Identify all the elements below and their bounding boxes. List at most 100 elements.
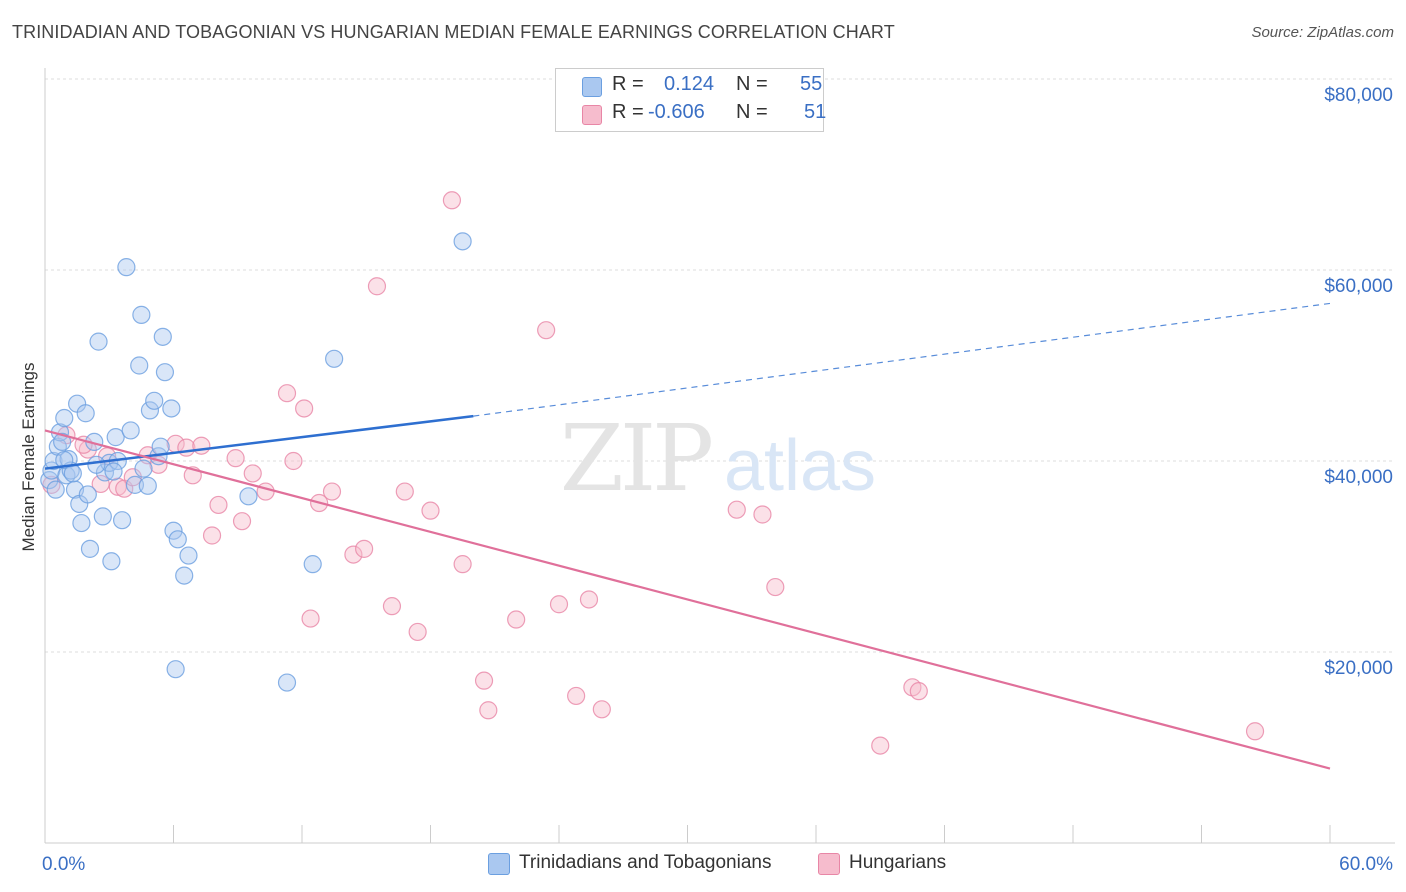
- watermark-atlas: atlas: [724, 426, 876, 506]
- trinidadians-point: [162, 399, 181, 418]
- trinidadians-point: [87, 455, 106, 474]
- trinidadians-point: [104, 462, 123, 481]
- correlation-legend: R = 0.124 N = 55 R = -0.606 N = 51: [555, 68, 826, 132]
- trinidadians-point: [140, 401, 160, 420]
- trinidadians-point: [106, 428, 125, 447]
- trinidadians-trend-extension: [473, 302, 1331, 417]
- trinidadians-point: [46, 480, 65, 499]
- trinidadians-point: [55, 450, 74, 470]
- hungarians-point: [453, 555, 472, 574]
- trinidadians-point: [134, 459, 153, 478]
- watermark: ZIP atlas: [560, 405, 876, 512]
- hungarians-point: [301, 609, 320, 628]
- trinidadians-point: [153, 327, 172, 346]
- gridlines: [45, 78, 1395, 653]
- hungarians-point: [322, 482, 342, 501]
- trinidadians-point: [121, 421, 140, 440]
- legend-r-label: R =: [612, 73, 644, 95]
- watermark-zip: ZIP: [560, 405, 711, 512]
- trinidadians-point: [80, 539, 100, 558]
- trinidadians-point: [72, 513, 91, 533]
- trinidadians-point: [130, 356, 149, 375]
- hungarians-point: [408, 622, 427, 642]
- hungarians-point: [367, 277, 387, 296]
- legend-r-value: 0.124: [664, 73, 715, 95]
- y-tick-labels: $20,000 $40,000 $60,000 $80,000: [1324, 85, 1393, 679]
- y-tick-label: $20,000: [1324, 658, 1393, 679]
- trinidadians-point: [303, 555, 322, 574]
- trinidadians-point: [93, 507, 112, 526]
- hungarians-point: [442, 191, 462, 210]
- hungarians-point: [202, 526, 222, 545]
- trinidadians-point: [453, 232, 472, 251]
- hungarians-point: [226, 449, 245, 468]
- hungarians-point: [192, 436, 211, 455]
- y-axis-label: Median Female Earnings: [19, 363, 38, 552]
- legend-r-value: -0.606: [648, 101, 705, 123]
- axes: [44, 68, 1395, 844]
- trinidadians-trend-line: [44, 414, 474, 470]
- hungarians-trend-line: [44, 429, 1331, 770]
- trinidadians-point: [117, 258, 136, 277]
- trinidadians-point: [325, 349, 344, 368]
- hungarians-point: [243, 464, 262, 483]
- legend-n-label: N =: [736, 101, 768, 123]
- hungarians-point: [421, 501, 440, 520]
- hungarians-point: [284, 451, 303, 471]
- x-tick-labels: 0.0% 60.0%: [42, 854, 1393, 875]
- trinidadians-point: [145, 391, 164, 410]
- hungarians-point: [727, 500, 746, 519]
- hungarians-point: [479, 701, 498, 720]
- legend-swatch-blue: [582, 77, 602, 97]
- hungarians-point: [209, 495, 228, 515]
- trinidadians-point: [132, 305, 151, 324]
- hungarians-point: [91, 474, 110, 494]
- x-tick-label: 0.0%: [42, 854, 85, 875]
- y-tick-label: $60,000: [1324, 276, 1393, 297]
- trinidadians-point: [166, 660, 185, 679]
- legend-r-label: R =: [612, 101, 644, 123]
- hungarians-point: [256, 482, 275, 501]
- hungarians-point: [395, 482, 414, 501]
- hungarians-point: [382, 597, 402, 616]
- y-tick-label: $80,000: [1324, 85, 1393, 106]
- trinidadians-point: [76, 404, 95, 423]
- legend-n-label: N =: [736, 73, 768, 95]
- trinidadians-point: [155, 363, 175, 382]
- trinidadians-point: [63, 464, 82, 483]
- trinidadians-point: [102, 552, 121, 571]
- source-credit: Source: ZipAtlas.com: [1251, 24, 1394, 41]
- hungarians-point: [579, 590, 599, 609]
- hungarians-point: [753, 505, 772, 524]
- hungarians-point: [177, 438, 196, 457]
- chart-title: TRINIDADIAN AND TOBAGONIAN VS HUNGARIAN …: [12, 22, 895, 42]
- hungarians-point: [909, 682, 928, 701]
- hungarians-point: [592, 700, 611, 719]
- hungarians-point: [295, 399, 314, 418]
- legend-n-value: 55: [800, 73, 823, 95]
- hungarians-point: [277, 384, 297, 403]
- hungarians-point: [871, 736, 890, 755]
- bottom-legend-swatch-pink: [818, 853, 840, 875]
- hungarians-point: [537, 321, 556, 340]
- hungarians-point: [232, 512, 252, 531]
- trinidadians-point: [239, 487, 258, 506]
- trend-lines: [44, 302, 1331, 770]
- hungarians-point: [1245, 722, 1265, 741]
- trinidadians-point: [125, 475, 145, 494]
- trinidadians-point: [175, 566, 194, 585]
- trinidadians-point: [78, 485, 97, 504]
- trinidadians-point: [179, 546, 198, 565]
- bottom-legend-label: Trinidadians and Tobagonians: [519, 852, 772, 873]
- hungarians-point: [549, 595, 569, 614]
- x-tick-label: 60.0%: [1339, 854, 1393, 875]
- hungarians-points: [42, 191, 1265, 755]
- trinidadians-point: [112, 511, 132, 530]
- bottom-legend-swatch-blue: [488, 853, 510, 875]
- trinidadians-point: [55, 408, 74, 428]
- trinidadians-point: [164, 521, 183, 540]
- hungarians-point: [766, 577, 785, 597]
- hungarians-point: [474, 671, 494, 690]
- hungarians-point: [344, 545, 363, 564]
